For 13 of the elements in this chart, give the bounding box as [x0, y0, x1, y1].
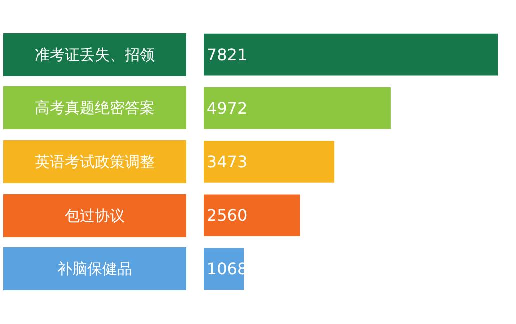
y-tick-label: 高考真题绝密答案	[35, 99, 155, 117]
y-tick-label: 英语考试政策调整	[35, 153, 155, 171]
y-tick-label: 补脑保健品	[58, 260, 132, 278]
data-label: 4972	[206, 98, 248, 118]
bar	[204, 141, 335, 183]
bar	[204, 34, 498, 76]
data-label: 3473	[206, 152, 248, 172]
bar	[204, 194, 300, 236]
bar	[204, 88, 391, 130]
y-tick-label: 包过协议	[65, 207, 125, 225]
data-label: 2560	[206, 206, 248, 226]
y-tick-label: 准考证丢失、招领	[35, 46, 155, 64]
data-label: 7821	[206, 45, 248, 64]
